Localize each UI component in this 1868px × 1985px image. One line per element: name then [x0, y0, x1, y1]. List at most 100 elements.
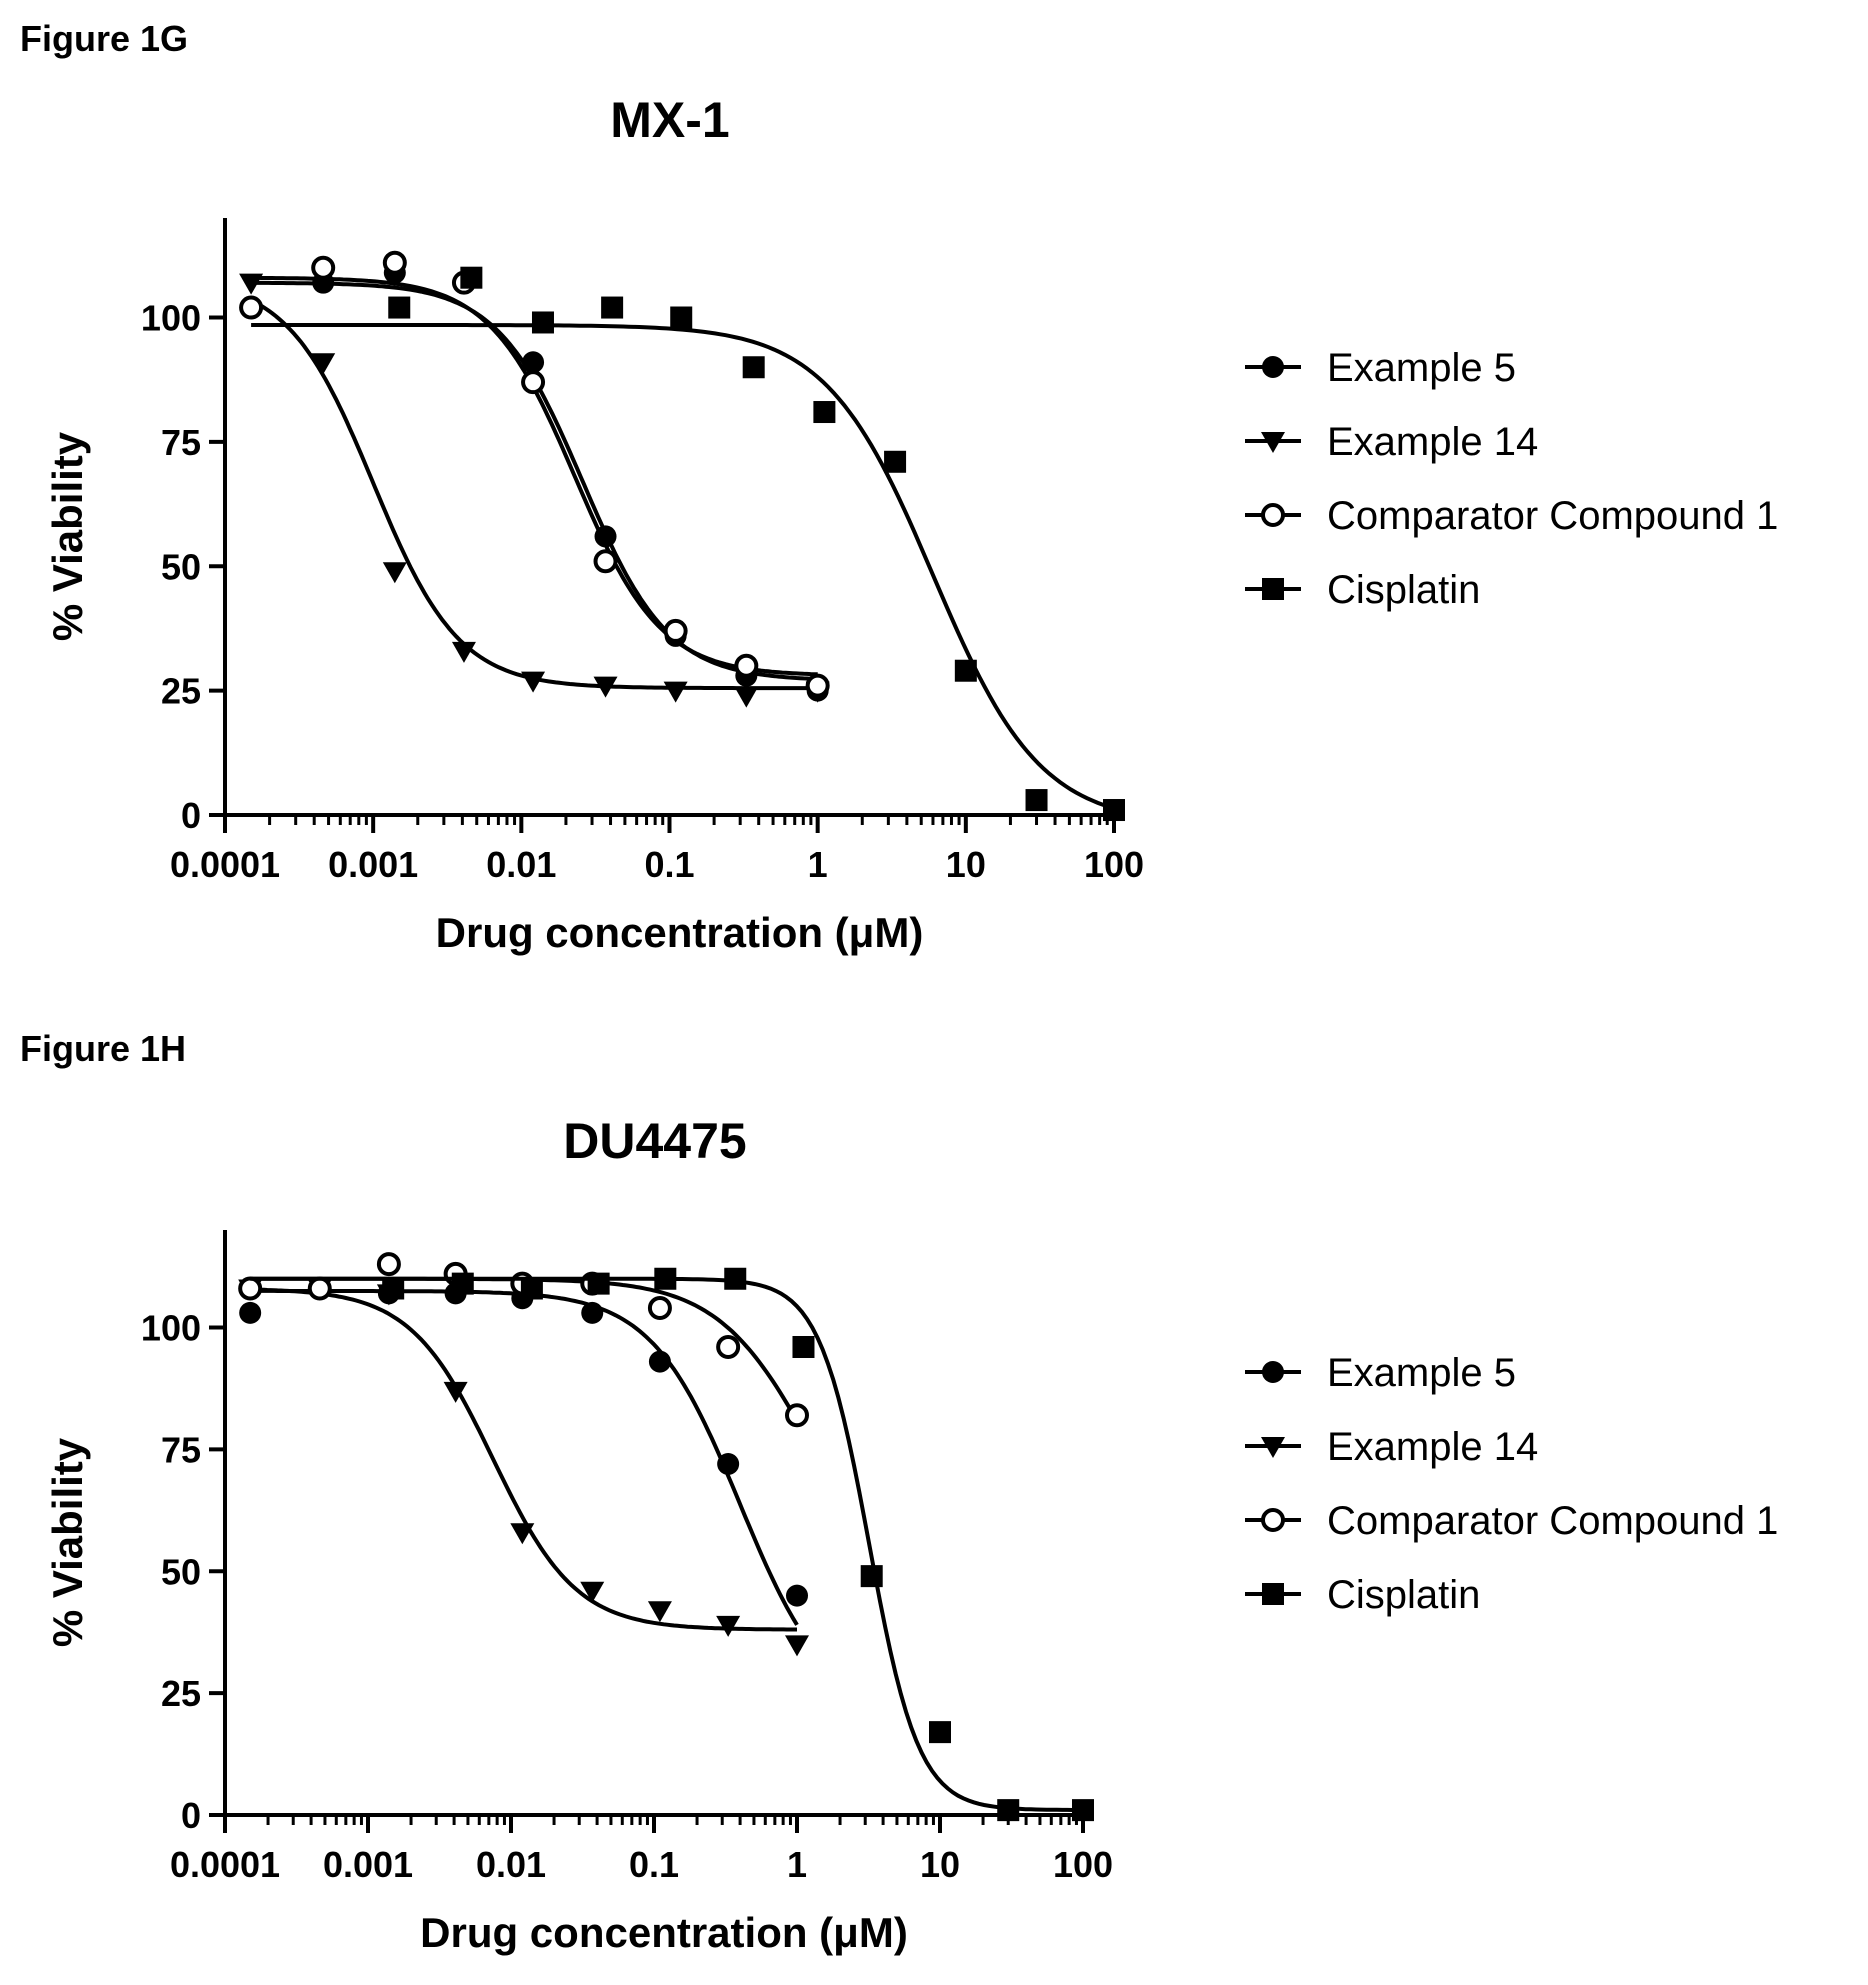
legend-marker [1262, 1361, 1284, 1383]
data-point-comparator-compound-1 [805, 673, 830, 698]
data-point-cisplatin [1072, 1799, 1094, 1822]
data-point-comparator-compound-1 [382, 250, 407, 275]
fit-curve-example-5 [251, 280, 818, 681]
fit-curve-example-14 [250, 1287, 797, 1632]
data-point-example-14 [663, 681, 688, 703]
data-point-cisplatin [813, 401, 836, 424]
y-tick-label: 0 [181, 1795, 201, 1836]
y-axis-label: % Viability [44, 1437, 91, 1647]
data-point-comparator-compound-1 [238, 1276, 263, 1301]
data-point-example-5 [717, 1453, 740, 1475]
data-point-comparator-compound-1 [663, 618, 688, 643]
x-tick-label: 10 [920, 1844, 960, 1885]
data-point-comparator-compound-1 [521, 370, 546, 395]
y-tick-label: 25 [161, 1673, 201, 1714]
data-point-cisplatin [742, 356, 765, 379]
y-tick-label: 25 [161, 671, 201, 712]
series-comparator-compound-1 [239, 250, 830, 698]
x-axis-label: Drug concentration (μM) [420, 1909, 908, 1956]
legend: Example 5 Example 14 Comparator Compound 1… [1245, 1351, 1778, 1617]
x-tick-label: 100 [1084, 844, 1144, 885]
data-point-cisplatin [1025, 789, 1048, 812]
data-point-comparator-compound-1 [376, 1252, 401, 1277]
chart-mx1: MX-1 0 25 50 75 100 0.0001 0.001 0.01 0.1 1 10 100 Dr… [44, 92, 1778, 956]
x-tick-label: 1 [787, 1844, 807, 1885]
x-tick-label: 0.01 [486, 844, 556, 885]
legend-item-example-5: Example 5 [1245, 346, 1516, 390]
data-point-comparator-compound-1 [239, 295, 264, 320]
data-point-cisplatin [1103, 799, 1125, 822]
axes: 0 25 50 75 100 0.0001 0.001 0.01 0.1 1 10 100 [141, 1230, 1113, 1885]
series-example-5 [239, 1277, 808, 1626]
x-tick-label: 0.01 [476, 1844, 546, 1885]
legend-label: Cisplatin [1327, 568, 1480, 612]
data-point-example-5 [581, 1301, 604, 1324]
legend-label: Example 14 [1327, 420, 1538, 464]
x-tick-label: 0.1 [629, 1844, 679, 1885]
y-tick-label: 50 [161, 546, 201, 587]
data-point-cisplatin [601, 296, 624, 319]
data-point-comparator-compound-1 [311, 255, 336, 280]
data-point-example-14 [521, 671, 546, 693]
legend-item-example-14: Example 14 [1245, 1425, 1538, 1469]
data-point-example-14 [580, 1581, 605, 1603]
legend-label: Comparator Compound 1 [1327, 1499, 1778, 1543]
y-tick-label: 0 [181, 795, 201, 836]
data-point-cisplatin [587, 1272, 610, 1295]
data-point-cisplatin [860, 1565, 883, 1588]
fit-curve-cisplatin [251, 323, 1115, 811]
data-point-cisplatin [460, 266, 483, 289]
data-point-comparator-compound-1 [785, 1403, 809, 1428]
data-point-example-5 [522, 351, 545, 374]
x-axis-label: Drug concentration (μM) [436, 909, 924, 956]
chart-du4475: DU4475 0 25 50 75 100 0.0001 0.001 0.01 0.1 1 10 100… [44, 1113, 1778, 1956]
figure-label-1h: Figure 1H [20, 1028, 187, 1069]
legend-label: Example 5 [1327, 1351, 1516, 1395]
data-point-comparator-compound-1 [593, 549, 618, 574]
data-point-example-14 [593, 676, 618, 698]
legend-marker [1262, 578, 1284, 600]
chart-title: MX-1 [610, 92, 729, 148]
legend-label: Example 5 [1327, 346, 1516, 390]
data-point-cisplatin [792, 1336, 815, 1358]
x-tick-label: 0.0001 [170, 844, 280, 885]
figure-label-1g: Figure 1G [20, 18, 189, 59]
series-cisplatin [250, 1267, 1094, 1822]
chart-title: DU4475 [563, 1113, 746, 1169]
data-point-example-14 [510, 1523, 535, 1545]
legend-item-comparator-compound-1: Comparator Compound 1 [1245, 1499, 1778, 1543]
y-tick-label: 100 [141, 298, 201, 339]
data-point-comparator-compound-1 [647, 1296, 672, 1320]
legend-marker [1262, 1583, 1284, 1605]
x-tick-label: 100 [1053, 1844, 1113, 1885]
data-point-cisplatin [670, 306, 693, 329]
data-point-example-5 [786, 1584, 808, 1607]
data-point-cisplatin [724, 1267, 747, 1290]
legend-item-example-14: Example 14 [1245, 420, 1538, 464]
x-tick-label: 0.0001 [170, 1844, 280, 1885]
legend: Example 5 Example 14 Comparator Compound 1… [1245, 346, 1778, 612]
data-point-cisplatin [954, 659, 977, 682]
data-point-cisplatin [884, 450, 907, 473]
data-point-comparator-compound-1 [716, 1335, 741, 1359]
data-point-example-14 [382, 562, 407, 584]
axes: 0 25 50 75 100 0.0001 0.001 0.01 0.1 1 10 100 [141, 218, 1144, 885]
data-point-example-5 [648, 1350, 671, 1373]
legend-item-comparator-compound-1: Comparator Compound 1 [1245, 494, 1778, 538]
data-point-cisplatin [382, 1277, 405, 1300]
data-point-cisplatin [654, 1267, 677, 1290]
data-point-cisplatin [451, 1272, 474, 1295]
y-tick-label: 75 [161, 422, 201, 463]
fit-curve-example-5 [250, 1288, 799, 1626]
y-tick-label: 75 [161, 1429, 201, 1470]
legend-marker [1261, 1508, 1285, 1532]
data-point-example-14 [716, 1615, 741, 1637]
legend-label: Example 14 [1327, 1425, 1538, 1469]
x-tick-label: 10 [946, 844, 986, 885]
data-point-example-14 [311, 353, 336, 375]
legend-item-cisplatin: Cisplatin [1245, 1573, 1480, 1617]
legend-marker [1262, 356, 1284, 378]
legend-item-example-5: Example 5 [1245, 1351, 1516, 1395]
data-point-example-14 [734, 686, 759, 708]
y-axis-label: % Viability [44, 431, 91, 641]
